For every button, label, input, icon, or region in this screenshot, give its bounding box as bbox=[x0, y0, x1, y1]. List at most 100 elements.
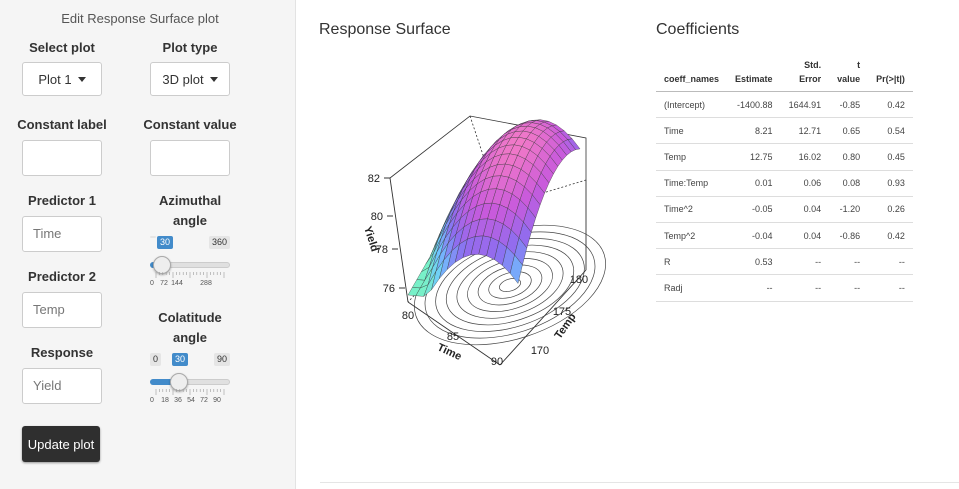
response-surface-plot: 82 80 78 76 Yield 80 85 90 Time 180 175 … bbox=[361, 115, 606, 368]
table-cell: (Intercept) bbox=[656, 91, 728, 119]
table-cell: 1644.91 bbox=[780, 91, 830, 119]
colatitude-slider[interactable]: 0 30 90 0 18 36 54 72 90 bbox=[150, 351, 230, 411]
caret-down-icon bbox=[209, 76, 218, 82]
slider-tick-label: 288 bbox=[200, 280, 212, 287]
surface-heading: Response Surface bbox=[319, 21, 451, 38]
coefficients-table: coeff_names Estimate Std. Error t value Pr(>|t… bbox=[656, 54, 913, 302]
select-plot-value: Plot 1 bbox=[38, 71, 72, 87]
table-cell: 12.71 bbox=[780, 117, 830, 145]
table-cell: -- bbox=[868, 248, 913, 276]
azimuthal-label-line2: angle bbox=[173, 213, 207, 228]
table-row: Radj -- -- -- -- bbox=[656, 274, 913, 302]
azimuthal-tick-labels: 0 72 144 288 bbox=[150, 280, 230, 290]
table-row: R 0.53 -- -- -- bbox=[656, 248, 913, 276]
azimuthal-handle[interactable] bbox=[152, 256, 171, 274]
colatitude-label-line1: Colatitude bbox=[158, 310, 222, 325]
response-label: Response bbox=[30, 345, 94, 360]
table-row: (Intercept) -1400.88 1644.91 -0.85 0.42 bbox=[656, 91, 913, 119]
slider-tick-label: 0 bbox=[150, 280, 154, 287]
azimuthal-ticks bbox=[155, 272, 225, 278]
constant-label-input[interactable] bbox=[22, 140, 102, 176]
x-tick-90: 90 bbox=[491, 356, 503, 368]
table-row: Time^2 -0.05 0.04 -1.20 0.26 bbox=[656, 196, 913, 223]
table-cell: 12.75 bbox=[727, 143, 781, 171]
plot-type-dropdown[interactable]: 3D plot bbox=[150, 62, 230, 96]
constant-value-label: Constant value bbox=[143, 117, 237, 132]
predictor2-input[interactable]: Temp bbox=[22, 292, 102, 328]
table-cell: Radj bbox=[656, 274, 728, 302]
predictor1-input[interactable]: Time bbox=[22, 216, 102, 252]
slider-tick-label: 36 bbox=[174, 397, 182, 404]
colatitude-label-line2: angle bbox=[173, 330, 207, 345]
column-header: Std. Error bbox=[780, 54, 830, 92]
colatitude-handle[interactable] bbox=[169, 373, 188, 391]
table-cell: 0.65 bbox=[829, 117, 869, 145]
table-header-row: coeff_names Estimate Std. Error t value Pr(>|t… bbox=[656, 54, 913, 92]
x-axis-title: Time bbox=[435, 341, 463, 363]
table-row: Temp 12.75 16.02 0.80 0.45 bbox=[656, 143, 913, 171]
colatitude-min-badge: 0 bbox=[150, 353, 162, 366]
column-header: t value bbox=[829, 54, 869, 92]
table-cell: 0.04 bbox=[780, 196, 830, 223]
constant-label-label: Constant label bbox=[17, 117, 107, 132]
table-cell: 0.08 bbox=[829, 170, 869, 197]
predictor2-label: Predictor 2 bbox=[28, 269, 96, 284]
table-cell: 0.45 bbox=[868, 143, 913, 171]
table-cell: -- bbox=[780, 248, 830, 276]
z-axis-title: Yield bbox=[361, 225, 380, 253]
z-tick-80: 80 bbox=[371, 211, 383, 223]
table-cell: -- bbox=[829, 248, 869, 276]
slider-tick-label: 144 bbox=[171, 280, 183, 287]
z-tick-76: 76 bbox=[383, 283, 395, 295]
table-cell: 0.42 bbox=[868, 91, 913, 119]
table-row: Time 8.21 12.71 0.65 0.54 bbox=[656, 117, 913, 145]
surface-mesh bbox=[407, 119, 581, 297]
column-header: coeff_names bbox=[656, 54, 728, 92]
table-cell: -- bbox=[727, 274, 781, 302]
plot-type-label: Plot type bbox=[162, 40, 218, 55]
slider-tick-label: 72 bbox=[160, 280, 168, 287]
table-row: Time:Temp 0.01 0.06 0.08 0.93 bbox=[656, 170, 913, 197]
slider-tick-label: 18 bbox=[161, 397, 169, 404]
slider-tick-label: 90 bbox=[213, 397, 221, 404]
select-plot-label: Select plot bbox=[29, 40, 95, 55]
colatitude-tick-labels: 0 18 36 54 72 90 bbox=[150, 397, 230, 407]
table-cell: -- bbox=[780, 274, 830, 302]
x-tick-85: 85 bbox=[447, 331, 459, 343]
select-plot-dropdown[interactable]: Plot 1 bbox=[22, 62, 102, 96]
column-header: Estimate bbox=[727, 54, 781, 92]
slider-tick-label: 72 bbox=[200, 397, 208, 404]
table-cell: -0.85 bbox=[829, 91, 869, 119]
table-cell: -0.86 bbox=[829, 222, 869, 250]
table-cell: 0.80 bbox=[829, 143, 869, 171]
colatitude-max-badge: 90 bbox=[213, 353, 230, 366]
table-cell: 16.02 bbox=[780, 143, 830, 171]
plot-box-front bbox=[389, 177, 587, 366]
x-tick-80: 80 bbox=[402, 310, 414, 322]
table-cell: -1.20 bbox=[829, 196, 869, 223]
column-header: Pr(>|t|) bbox=[868, 54, 913, 92]
azimuthal-min-badge bbox=[150, 236, 156, 238]
y-tick-170: 170 bbox=[531, 345, 549, 357]
constant-value-input[interactable] bbox=[150, 140, 230, 176]
update-plot-button[interactable]: Update plot bbox=[22, 426, 100, 462]
colatitude-value-badge: 30 bbox=[172, 353, 189, 366]
table-cell: -- bbox=[829, 274, 869, 302]
response-input[interactable]: Yield bbox=[22, 368, 102, 404]
coefficients-heading: Coefficients bbox=[656, 21, 740, 38]
table-cell: Time^2 bbox=[656, 196, 728, 223]
table-cell: 0.42 bbox=[868, 222, 913, 250]
table-cell: 0.54 bbox=[868, 117, 913, 145]
azimuthal-slider[interactable]: 30 360 0 72 144 288 bbox=[150, 234, 230, 294]
table-cell: 0.06 bbox=[780, 170, 830, 197]
colatitude-fill bbox=[150, 379, 179, 385]
z-tick-82: 82 bbox=[368, 173, 380, 185]
azimuthal-max-badge: 360 bbox=[208, 236, 230, 249]
table-cell: Temp bbox=[656, 143, 728, 171]
caret-down-icon bbox=[77, 76, 86, 82]
table-cell: 0.04 bbox=[780, 222, 830, 250]
table-cell: 0.01 bbox=[727, 170, 781, 197]
slider-tick-label: 54 bbox=[187, 397, 195, 404]
plot-type-value: 3D plot bbox=[162, 71, 204, 87]
